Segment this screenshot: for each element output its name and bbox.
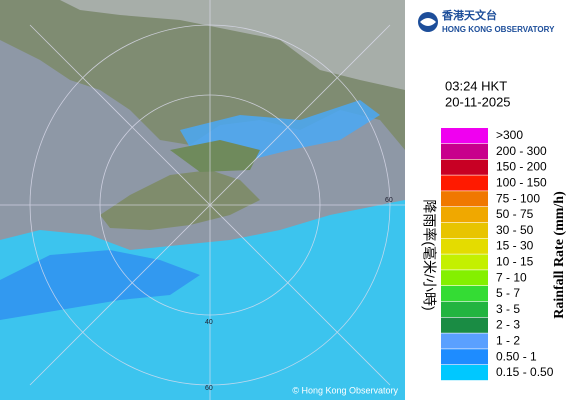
- legend-swatch: [441, 270, 488, 286]
- legend-swatch: [441, 175, 488, 191]
- legend-swatch: [441, 207, 488, 223]
- island: [170, 140, 260, 172]
- legend-label: 100 - 150: [496, 175, 547, 189]
- legend-swatch: [441, 365, 488, 381]
- legend-label: 15 - 30: [496, 239, 534, 253]
- legend-label: 1 - 2: [496, 333, 520, 347]
- legend-swatch: [441, 128, 488, 144]
- legend-swatch: [441, 159, 488, 175]
- logo-zh: 香港天文台: [441, 8, 497, 22]
- range-label: 60: [205, 385, 213, 392]
- legend-label: 150 - 200: [496, 160, 547, 174]
- legend-title-zh: 降雨率(毫米/小時): [421, 199, 437, 310]
- legend-swatch: [441, 254, 488, 270]
- legend-label: 75 - 100: [496, 191, 540, 205]
- copyright: © Hong Kong Observatory: [292, 385, 398, 395]
- legend-swatch: [441, 222, 488, 238]
- legend-label: 0.15 - 0.50: [496, 365, 554, 379]
- legend-label: 5 - 7: [496, 286, 520, 300]
- legend-swatch: [441, 349, 488, 365]
- legend-label: 0.50 - 1: [496, 349, 537, 363]
- legend-label: 30 - 50: [496, 223, 534, 237]
- legend-swatch: [441, 191, 488, 207]
- legend-label: 200 - 300: [496, 144, 547, 158]
- legend-swatch: [441, 317, 488, 333]
- rain-moderate: [0, 250, 200, 320]
- logo-mark: [420, 18, 436, 26]
- legend-swatch: [441, 143, 488, 159]
- legend-label: 2 - 3: [496, 318, 520, 332]
- range-label: 60: [385, 197, 393, 204]
- rain-light: [0, 200, 405, 400]
- cloud: [60, 0, 405, 90]
- legend-title-en: Rainfall Rate (mm/h): [552, 191, 567, 319]
- legend-label: 50 - 75: [496, 207, 534, 221]
- time: 03:24 HKT: [445, 78, 507, 93]
- legend-swatch: [441, 333, 488, 349]
- legend-swatch: [441, 286, 488, 302]
- date: 20-11-2025: [445, 94, 511, 109]
- range-rings: [0, 0, 405, 400]
- legend-label: 10 - 15: [496, 254, 534, 268]
- legend-label: 3 - 5: [496, 302, 520, 316]
- legend-swatch: [441, 238, 488, 254]
- legend-swatch: [441, 301, 488, 317]
- legend-label: 7 - 10: [496, 270, 527, 284]
- legend-label: >300: [496, 128, 523, 142]
- range-label: 40: [205, 319, 213, 326]
- logo-en: HONG KONG OBSERVATORY: [442, 25, 555, 34]
- map: 60 40 60 © Hong Kong Observatory: [0, 0, 405, 400]
- spoke: [29, 24, 391, 386]
